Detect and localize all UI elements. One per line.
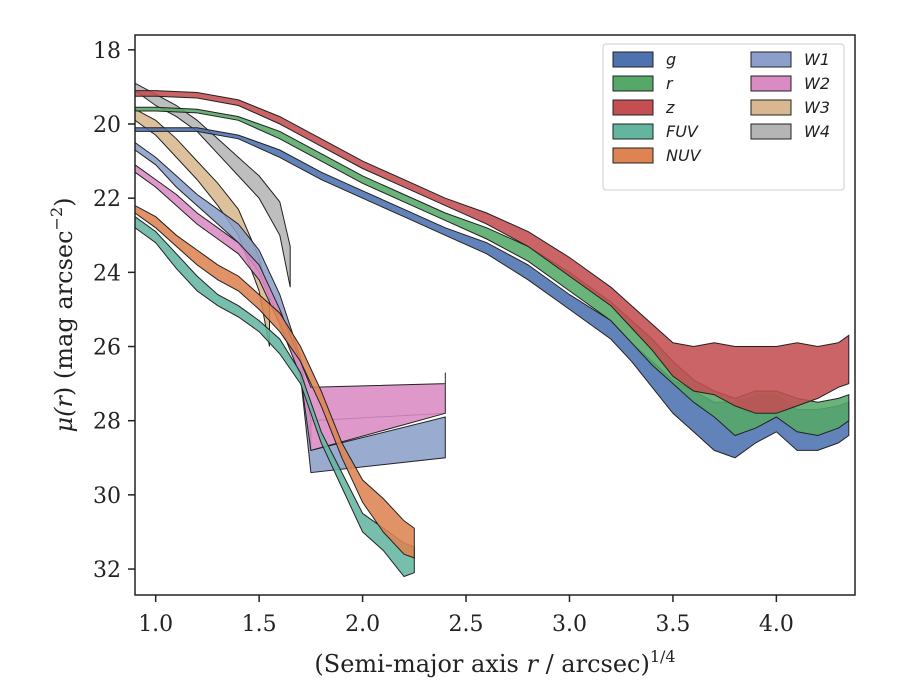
legend-label-FUV: FUV — [666, 122, 699, 141]
legend-swatch-W4 — [750, 123, 792, 140]
x-axis-label: (Semi-major axis r / arcsec)1/4 — [314, 647, 675, 678]
area-g — [134, 127, 850, 459]
x-axis-ticks: 1.0 1.5 2.0 2.5 3.0 3.5 4.0 — [138, 595, 794, 637]
area-W4 — [134, 82, 291, 288]
y-tick-label: 20 — [93, 113, 121, 138]
legend-label-g: g — [666, 50, 676, 69]
legend-swatch-W1 — [750, 51, 792, 68]
legend-swatch-FUV — [612, 123, 654, 140]
legend-label-NUV: NUV — [666, 146, 702, 165]
y-axis-ticks: 18 20 22 24 26 28 30 32 — [93, 39, 135, 583]
legend-label-W1: W1 — [804, 50, 830, 69]
y-axis-label: μ(r) (mag arcsec−2) — [47, 197, 78, 432]
x-tick-label: 3.0 — [552, 612, 587, 637]
legend-label-W3: W3 — [804, 98, 830, 117]
y-tick-label: 24 — [93, 261, 121, 286]
area-series-group — [134, 82, 850, 578]
y-tick-label: 30 — [93, 484, 121, 509]
y-tick-label: 28 — [93, 410, 121, 435]
legend-swatch-g — [612, 51, 654, 68]
y-tick-label: 18 — [93, 39, 121, 64]
legend: grz FUV NUV W1 W2 W3 W4 — [602, 43, 845, 191]
legend-swatch-NUV — [612, 147, 654, 164]
area-W1 — [134, 141, 446, 474]
area-FUV — [134, 215, 415, 578]
area-W2 — [134, 163, 446, 452]
legend-label-W2: W2 — [804, 74, 830, 93]
legend-label-z: z — [665, 98, 675, 117]
y-tick-label: 22 — [93, 187, 121, 212]
legend-swatch-z — [612, 99, 654, 116]
legend-swatch-W3 — [750, 99, 792, 116]
legend-label-W4: W4 — [804, 122, 830, 141]
legend-label-r: r — [666, 74, 674, 93]
legend-swatch-W2 — [750, 75, 792, 92]
y-tick-label: 32 — [93, 558, 121, 583]
legend-swatch-r — [612, 75, 654, 92]
x-tick-label: 1.5 — [242, 612, 277, 637]
area-NUV — [134, 204, 415, 559]
x-tick-label: 2.0 — [345, 612, 380, 637]
y-tick-label: 26 — [93, 336, 121, 361]
x-tick-label: 4.0 — [759, 612, 794, 637]
area-z — [134, 90, 850, 414]
area-W3 — [134, 108, 270, 347]
x-tick-label: 2.5 — [449, 612, 484, 637]
x-tick-label: 1.0 — [138, 612, 173, 637]
x-tick-label: 3.5 — [655, 612, 690, 637]
plot-frame — [134, 34, 856, 596]
